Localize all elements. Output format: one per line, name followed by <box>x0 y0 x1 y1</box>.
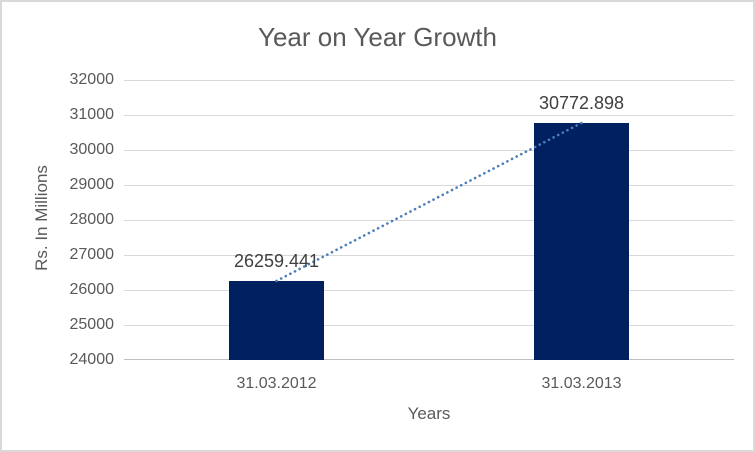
data-label: 26259.441 <box>233 250 320 271</box>
data-label: 30772.898 <box>538 92 625 113</box>
x-tick-label: 31.03.2013 <box>541 375 622 392</box>
bar-31.03.2012 <box>229 280 324 360</box>
y-tick-label: 29000 <box>69 176 115 193</box>
gridline <box>124 220 734 221</box>
y-tick-label: 25000 <box>69 316 115 333</box>
gridline <box>124 150 734 151</box>
y-tick-label: 24000 <box>69 351 115 368</box>
chart-title: Year on Year Growth <box>258 22 497 52</box>
y-tick-label: 27000 <box>69 246 115 263</box>
gridline <box>124 115 734 116</box>
x-tick-label: 31.03.2012 <box>236 375 317 392</box>
y-tick-label: 28000 <box>69 211 115 228</box>
x-axis-title: Years <box>407 404 451 423</box>
bar-31.03.2013 <box>534 122 629 360</box>
y-tick-label: 26000 <box>69 281 115 298</box>
gridline <box>124 325 734 326</box>
y-tick-label: 32000 <box>69 71 115 88</box>
gridline <box>124 290 734 291</box>
gridline <box>124 80 734 81</box>
y-tick-label: 31000 <box>69 106 115 123</box>
y-tick-label: 30000 <box>69 141 115 158</box>
gridline <box>124 185 734 186</box>
plot-area <box>124 80 734 360</box>
